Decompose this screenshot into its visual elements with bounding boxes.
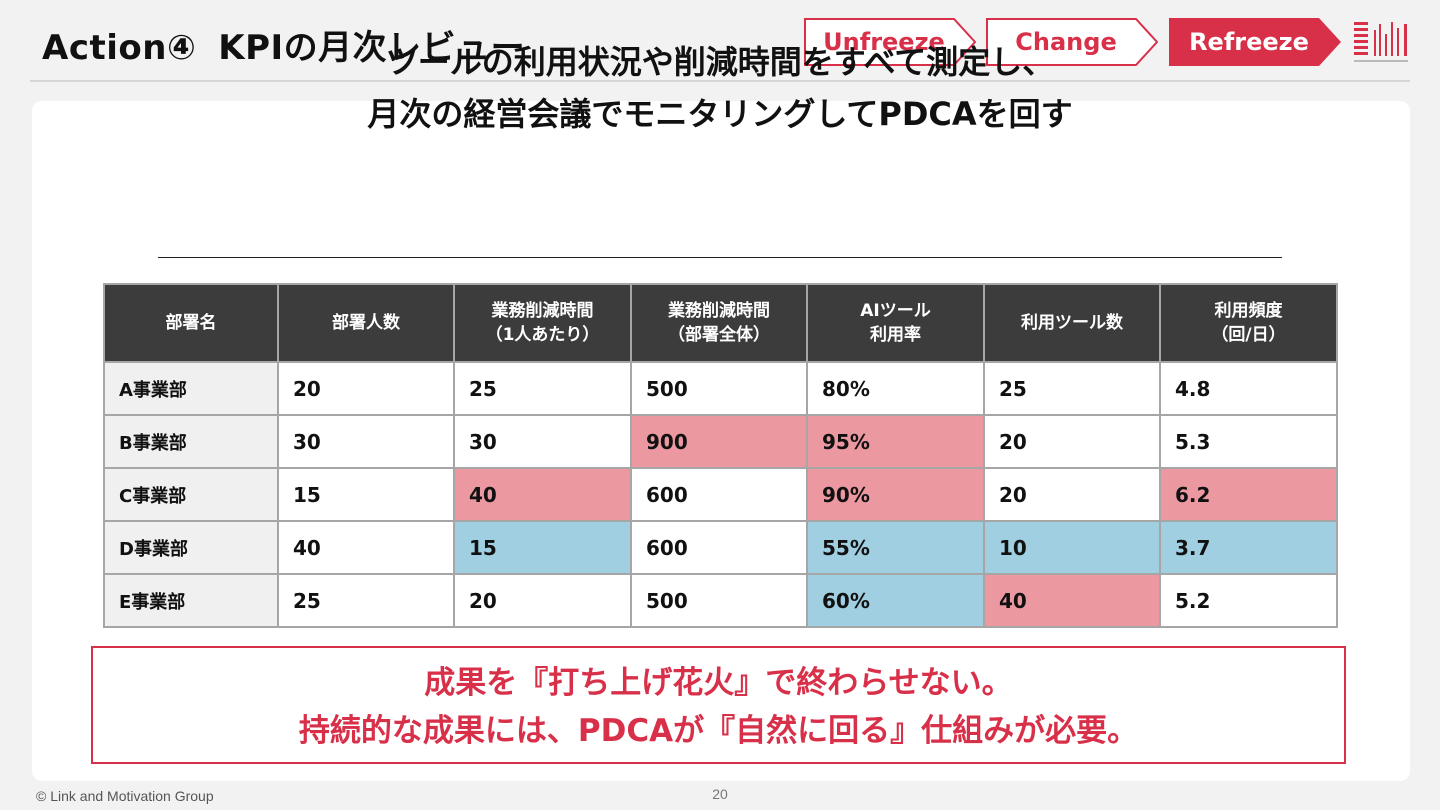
table-cell: 40	[983, 573, 1161, 628]
step-unfreeze: Unfreeze	[804, 18, 976, 66]
step-label-unfreeze: Unfreeze	[823, 28, 945, 56]
table-cell: 25	[983, 361, 1161, 416]
department-name-cell: D事業部	[103, 520, 279, 575]
step-refreeze: Refreeze	[1169, 18, 1341, 66]
table-cell: 3.7	[1159, 520, 1338, 575]
table-header-row: 部署名 部署人数 業務削減時間 （1人あたり） 業務削減時間 （部署全体） AI…	[103, 283, 1338, 363]
step-label-refreeze: Refreeze	[1189, 28, 1309, 56]
step-arrow-shape	[804, 18, 976, 66]
table-cell: 30	[453, 414, 632, 469]
table-cell: 900	[630, 414, 808, 469]
table-row: C事業部 15 40 600 90% 20 6.2	[103, 467, 1338, 522]
table-cell: 600	[630, 520, 808, 575]
lead-divider	[158, 257, 1282, 258]
key-message-line-2: 持続的な成果には、PDCAが『自然に回る』仕組みが必要。	[298, 713, 1139, 749]
column-header: 利用頻度 （回/日）	[1159, 283, 1338, 363]
key-message-line-1: 成果を『打ち上げ花火』で終わらせない。	[424, 665, 1013, 701]
page-number: 20	[712, 786, 728, 802]
column-header: 部署人数	[277, 283, 455, 363]
copyright-footer: © Link and Motivation Group	[36, 788, 214, 804]
column-header: 利用ツール数	[983, 283, 1161, 363]
column-header: 業務削減時間 （1人あたり）	[453, 283, 632, 363]
table-cell: 500	[630, 573, 808, 628]
step-label-change: Change	[1015, 28, 1117, 56]
lead-statement: ツールの利用状況や削減時間をすべて測定し、 月次の経営会議でモニタリングしてPD…	[0, 36, 1440, 140]
table-cell: 500	[630, 361, 808, 416]
title-action: Action④	[42, 28, 197, 68]
slide-title: Action④ KPIの月次レビュー	[42, 20, 525, 69]
table-cell: 20	[277, 361, 455, 416]
table-cell: 15	[453, 520, 632, 575]
lead-line-2: 月次の経営会議でモニタリングしてPDCAを回す	[367, 95, 1073, 133]
kpi-table: 部署名 部署人数 業務削減時間 （1人あたり） 業務削減時間 （部署全体） AI…	[103, 283, 1338, 628]
department-name-cell: E事業部	[103, 573, 279, 628]
department-name-cell: C事業部	[103, 467, 279, 522]
department-name-cell: A事業部	[103, 361, 279, 416]
table-cell: 20	[453, 573, 632, 628]
table-cell: 15	[277, 467, 455, 522]
column-header: 業務削減時間 （部署全体）	[630, 283, 808, 363]
key-message-box: 成果を『打ち上げ花火』で終わらせない。 持続的な成果には、PDCAが『自然に回る…	[91, 646, 1346, 764]
table-row: E事業部 25 20 500 60% 40 5.2	[103, 573, 1338, 628]
lead-line-1: ツールの利用状況や削減時間をすべて測定し、	[385, 43, 1055, 81]
table-cell: 5.2	[1159, 573, 1338, 628]
step-arrow-shape	[1169, 18, 1341, 66]
table-row: D事業部 40 15 600 55% 10 3.7	[103, 520, 1338, 575]
table-cell: 40	[453, 467, 632, 522]
table-cell: 25	[453, 361, 632, 416]
table-cell: 20	[983, 414, 1161, 469]
table-cell: 90%	[806, 467, 985, 522]
column-header: 部署名	[103, 283, 279, 363]
table-cell: 10	[983, 520, 1161, 575]
table-cell: 5.3	[1159, 414, 1338, 469]
table-cell: 20	[983, 467, 1161, 522]
step-arrow-shape	[986, 18, 1158, 66]
table-cell: 95%	[806, 414, 985, 469]
department-name-cell: B事業部	[103, 414, 279, 469]
table-cell: 80%	[806, 361, 985, 416]
table-body: A事業部 20 25 500 80% 25 4.8 B事業部 30 30 900 95% 20 5.3 C事…	[103, 361, 1338, 628]
company-logo	[1354, 22, 1408, 62]
table-cell: 6.2	[1159, 467, 1338, 522]
title-kpi: KPIの月次レビュー	[218, 28, 526, 68]
table-cell: 4.8	[1159, 361, 1338, 416]
process-steps: Unfreeze Change Refreeze	[804, 18, 1344, 66]
header-divider	[30, 80, 1410, 82]
table-cell: 55%	[806, 520, 985, 575]
table-cell: 60%	[806, 573, 985, 628]
column-header: AIツール 利用率	[806, 283, 985, 363]
table-cell: 40	[277, 520, 455, 575]
table-cell: 30	[277, 414, 455, 469]
table-row: B事業部 30 30 900 95% 20 5.3	[103, 414, 1338, 469]
table-row: A事業部 20 25 500 80% 25 4.8	[103, 361, 1338, 416]
table-cell: 600	[630, 467, 808, 522]
table-cell: 25	[277, 573, 455, 628]
step-change: Change	[986, 18, 1158, 66]
